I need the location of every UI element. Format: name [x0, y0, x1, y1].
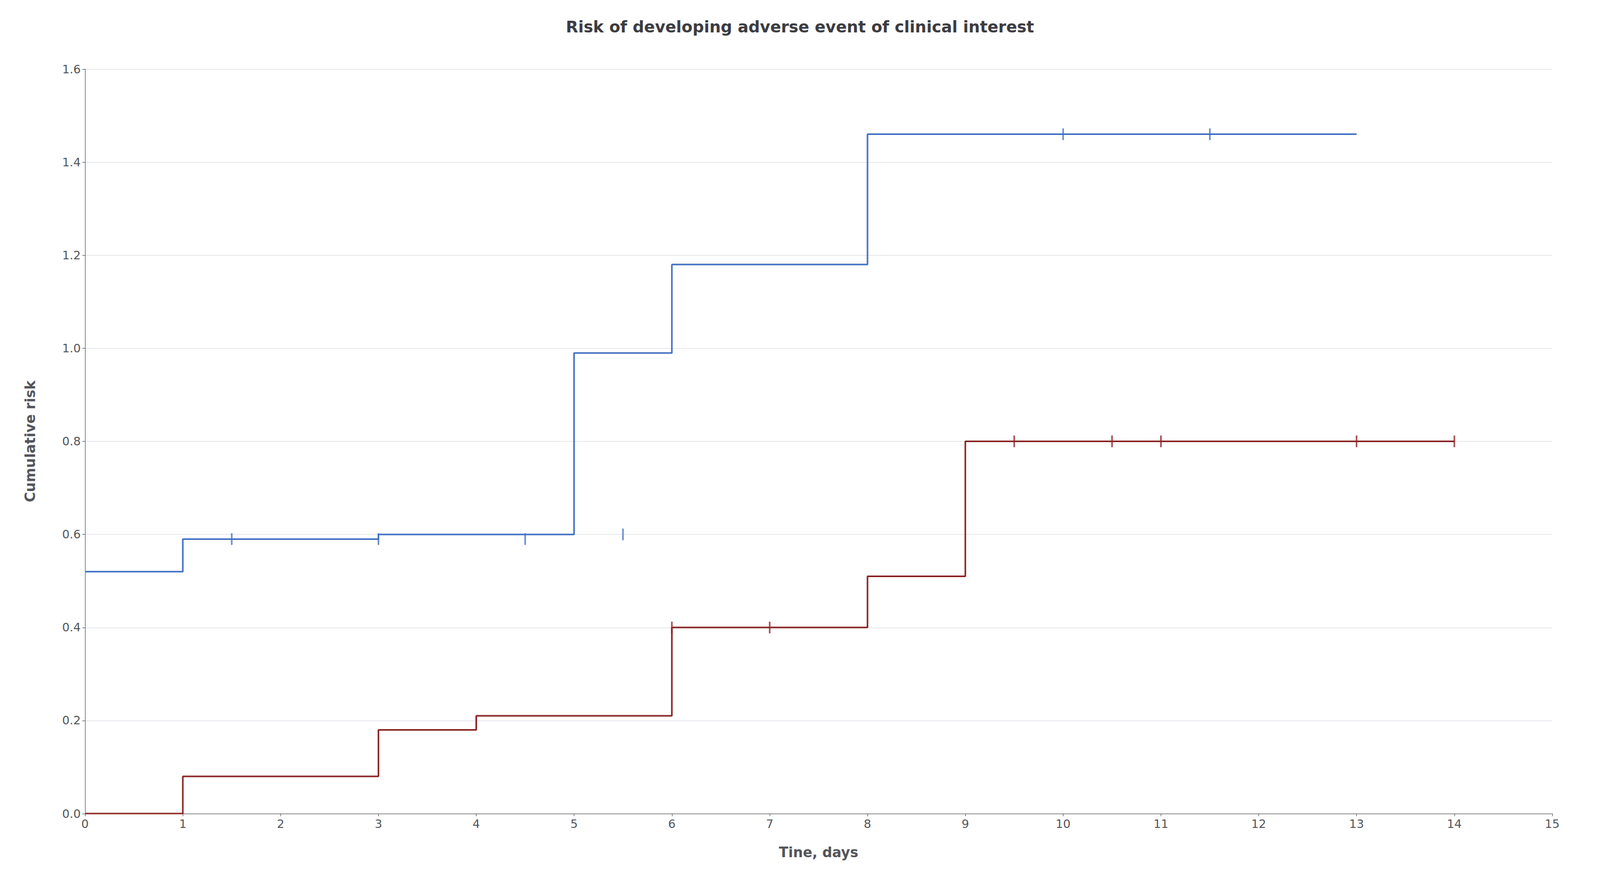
svg-text:0.8: 0.8	[62, 434, 81, 448]
svg-text:0.0: 0.0	[62, 806, 81, 821]
svg-text:11: 11	[1153, 816, 1169, 831]
svg-text:4: 4	[472, 816, 481, 831]
svg-text:8: 8	[863, 816, 872, 831]
svg-text:1.0: 1.0	[62, 341, 81, 355]
svg-text:13: 13	[1349, 816, 1365, 831]
svg-text:0.6: 0.6	[62, 527, 81, 541]
svg-text:0.2: 0.2	[62, 713, 81, 727]
svg-text:12: 12	[1251, 816, 1267, 831]
svg-text:2: 2	[276, 816, 285, 831]
svg-text:15: 15	[1544, 816, 1560, 831]
svg-text:Risk of developing adverse eve: Risk of developing adverse event of clin…	[565, 17, 1034, 37]
svg-text:5: 5	[570, 816, 578, 831]
svg-text:1.6: 1.6	[62, 62, 81, 76]
svg-text:1: 1	[179, 816, 187, 831]
svg-text:0.4: 0.4	[62, 620, 81, 634]
svg-text:1.2: 1.2	[62, 248, 81, 262]
svg-text:10: 10	[1055, 816, 1071, 831]
svg-text:14: 14	[1447, 816, 1462, 831]
svg-text:9: 9	[961, 816, 969, 831]
svg-text:1.4: 1.4	[62, 155, 81, 169]
svg-text:0: 0	[81, 816, 89, 831]
svg-text:7: 7	[766, 816, 774, 831]
svg-text:6: 6	[668, 816, 676, 831]
svg-text:Tine, days: Tine, days	[778, 844, 859, 861]
svg-text:3: 3	[374, 816, 382, 831]
svg-text:Cumulative risk: Cumulative risk	[22, 379, 39, 502]
